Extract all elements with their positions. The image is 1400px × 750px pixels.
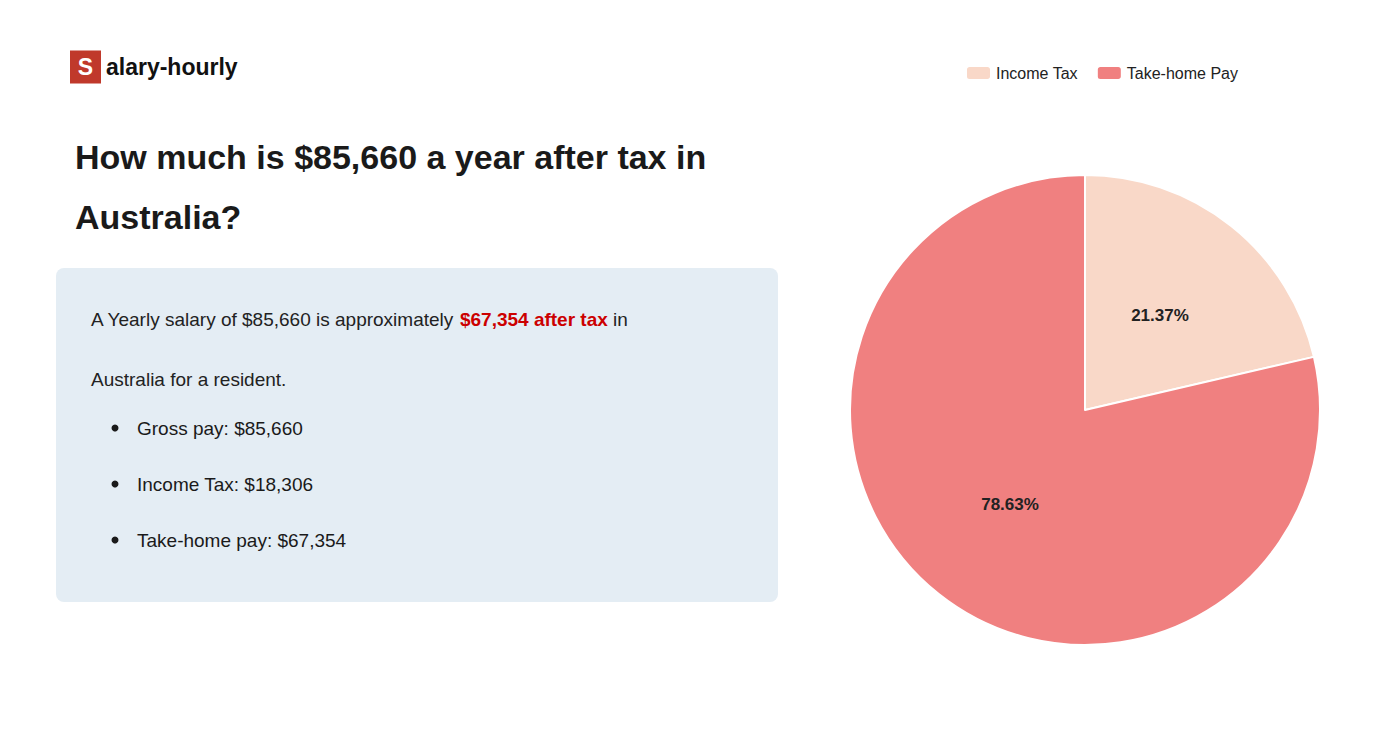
svg-text:alary-hourly: alary-hourly xyxy=(106,54,238,80)
svg-text:$67,354 after tax: $67,354 after tax xyxy=(460,309,608,330)
svg-text:Take-home pay: $67,354: Take-home pay: $67,354 xyxy=(137,530,347,551)
svg-text:Take-home Pay: Take-home Pay xyxy=(1127,65,1238,82)
svg-text:S: S xyxy=(78,54,93,80)
svg-text:in: in xyxy=(608,309,628,330)
svg-text:21.37%: 21.37% xyxy=(1131,306,1189,325)
svg-text:Australia for a resident.: Australia for a resident. xyxy=(91,369,286,390)
svg-text:Australia?: Australia? xyxy=(75,198,241,236)
svg-text:Gross pay: $85,660: Gross pay: $85,660 xyxy=(137,418,303,439)
svg-text:A Yearly salary of $85,660 is: A Yearly salary of $85,660 is approximat… xyxy=(91,309,459,330)
svg-text:Income Tax: Income Tax xyxy=(996,65,1078,82)
svg-text:78.63%: 78.63% xyxy=(981,495,1039,514)
svg-text:How much is $85,660 a year aft: How much is $85,660 a year after tax in xyxy=(75,138,706,176)
svg-text:Income Tax: $18,306: Income Tax: $18,306 xyxy=(137,474,313,495)
